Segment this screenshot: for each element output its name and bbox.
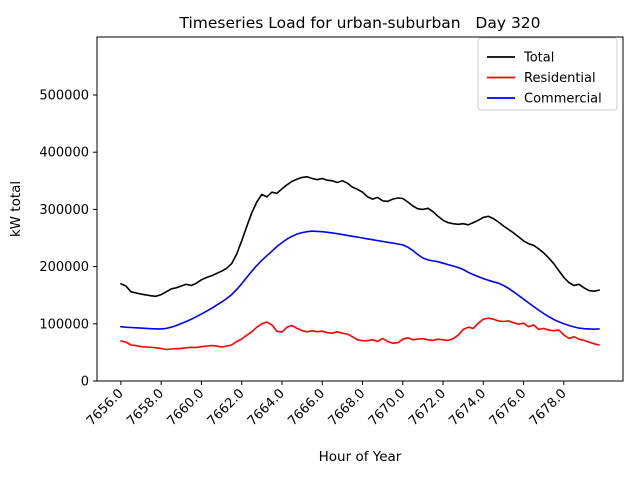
series-lines (120, 176, 600, 351)
y-tick-label: 500000 (39, 89, 89, 104)
y-tick-label: 200000 (39, 260, 89, 275)
axes-border (96, 36, 624, 382)
x-tick-label: 7678.0 (527, 386, 570, 429)
x-tick-label: 7670.0 (366, 386, 409, 429)
legend: Total Residential Commercial (477, 37, 618, 111)
x-tick-label: 7666.0 (285, 386, 328, 429)
series-line-residential (120, 317, 600, 351)
x-tick-label: 7674.0 (446, 386, 489, 429)
x-tick-label: 7658.0 (124, 386, 167, 429)
x-tick-label: 7676.0 (487, 386, 530, 429)
x-tick-label: 7668.0 (326, 386, 369, 429)
series-line-total (120, 176, 600, 298)
legend-label-commercial: Commercial (524, 92, 602, 107)
y-tick-label: 300000 (39, 203, 89, 218)
legend-box (477, 37, 618, 111)
legend-label-residential: Residential (524, 71, 596, 86)
y-tick-label: 0 (81, 375, 89, 390)
chart-title: Timeseries Load for urban-suburban Day 3… (178, 14, 540, 32)
x-tick-label: 7662.0 (205, 386, 248, 429)
series-line-commercial (120, 230, 600, 331)
legend-label-total: Total (523, 51, 554, 66)
y-tick-label: 400000 (39, 146, 89, 161)
x-tick-label: 7660.0 (164, 386, 207, 429)
y-axis-label: kW total (8, 181, 24, 237)
x-axis-label: Hour of Year (319, 449, 402, 465)
y-tick-label: 100000 (39, 317, 89, 332)
x-tick-label: 7656.0 (84, 386, 127, 429)
x-tick-label: 7672.0 (406, 386, 449, 429)
x-tick-label: 7664.0 (245, 386, 288, 429)
